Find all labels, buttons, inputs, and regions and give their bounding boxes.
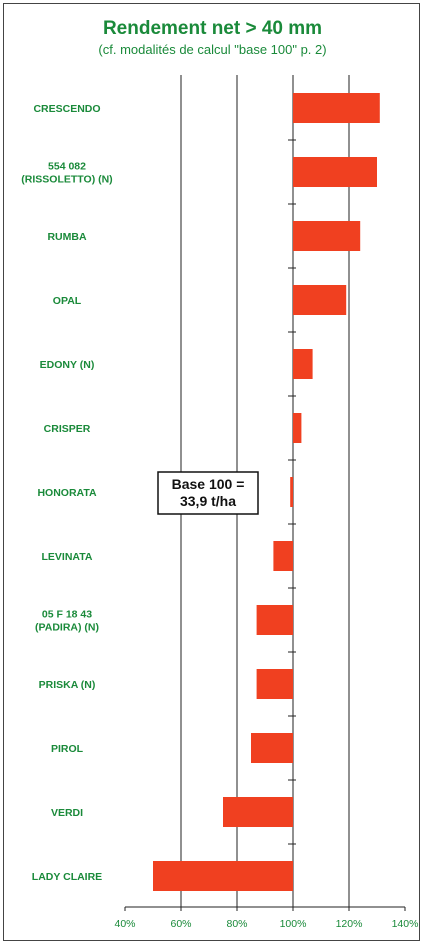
bar-4 <box>293 349 313 379</box>
category-label-1-0: 554 082 <box>48 161 86 173</box>
bar-8 <box>256 605 293 635</box>
annotation-text-0: Base 100 = <box>172 476 245 492</box>
bar-9 <box>256 669 293 699</box>
category-label-6: HONORATA <box>37 487 97 499</box>
category-label-5: CRISPER <box>44 423 91 435</box>
x-tick-label-140: 140% <box>392 918 419 930</box>
category-label-2: RUMBA <box>47 231 86 243</box>
bar-0 <box>293 93 380 123</box>
chart-title: Rendement net > 40 mm <box>102 18 323 39</box>
x-tick-label-80: 80% <box>226 918 247 930</box>
bar-1 <box>293 157 377 187</box>
category-label-9: PRISKA (N) <box>39 679 96 691</box>
category-label-11: VERDI <box>51 807 83 819</box>
bar-6 <box>290 477 293 507</box>
x-tick-label-40: 40% <box>114 918 135 930</box>
bar-7 <box>273 541 293 571</box>
bar-2 <box>293 221 361 251</box>
chart-subtitle: (cf. modalités de calcul "base 100" p. 2… <box>98 42 327 57</box>
category-label-8-1: (PADIRA) (N) <box>35 622 99 634</box>
category-label-7: LEVINATA <box>42 551 93 563</box>
annotation-box <box>157 471 259 515</box>
category-label-10: PIROL <box>51 743 84 755</box>
category-label-4: EDONY (N) <box>40 359 95 371</box>
category-label-1-1: (RISSOLETTO) (N) <box>21 174 112 186</box>
category-label-8-0: 05 F 18 43 <box>42 609 92 621</box>
x-tick-label-60: 60% <box>170 918 191 930</box>
category-label-12: LADY CLAIRE <box>32 871 102 883</box>
bar-5 <box>293 413 302 443</box>
annotation-text-1: 33,9 t/ha <box>180 493 236 509</box>
bar-11 <box>223 797 293 827</box>
category-label-0: CRESCENDO <box>33 103 100 115</box>
bar-10 <box>251 733 293 763</box>
bar-3 <box>293 285 347 315</box>
bar-12 <box>153 861 293 891</box>
x-tick-label-120: 120% <box>336 918 363 930</box>
category-label-3: OPAL <box>53 295 82 307</box>
x-tick-label-100: 100% <box>280 918 307 930</box>
